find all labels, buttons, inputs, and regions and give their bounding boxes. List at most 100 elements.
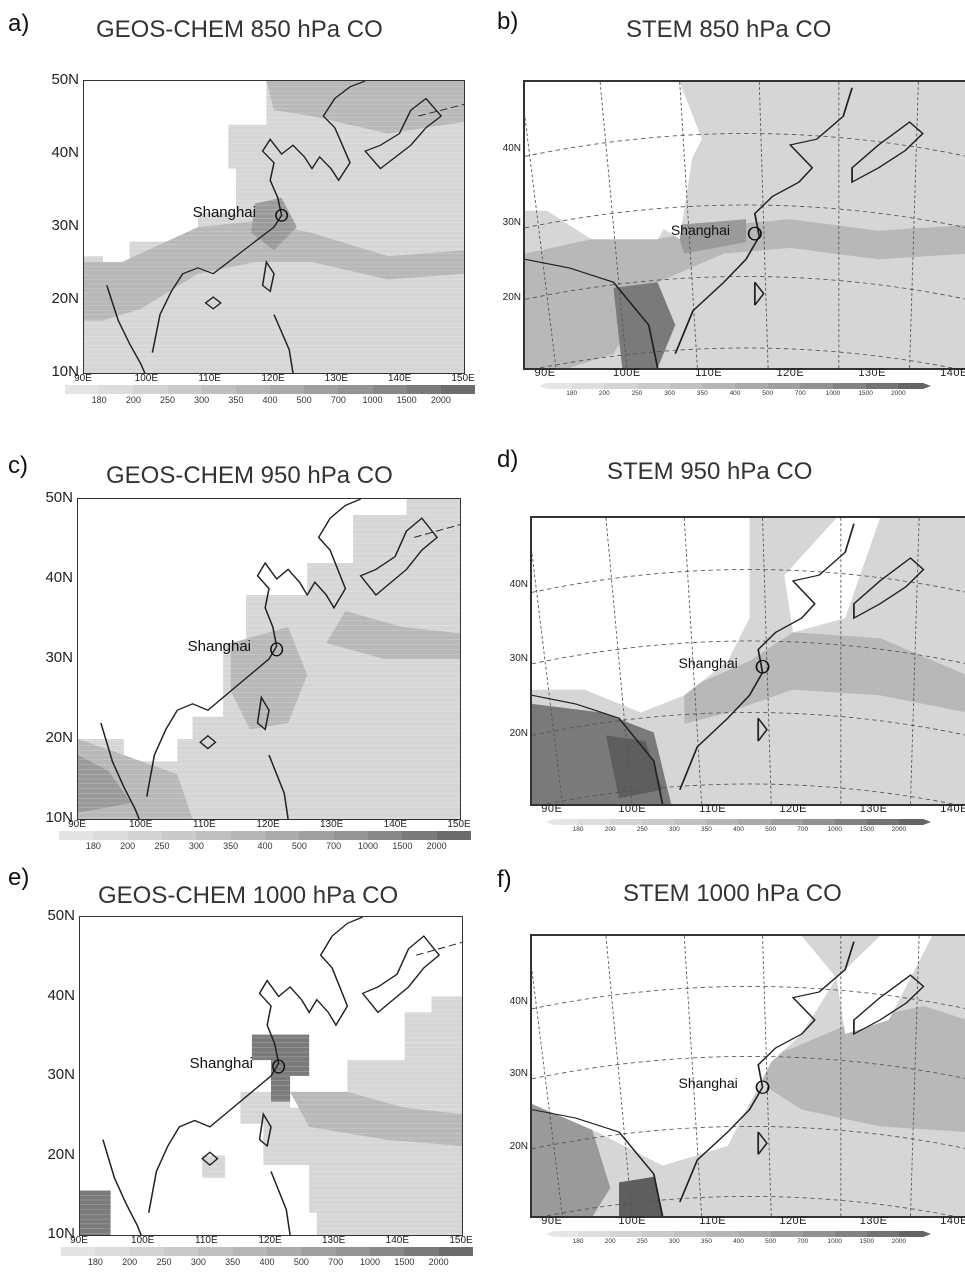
co-concentration-area <box>613 282 676 368</box>
colorbar-swatch <box>232 1247 267 1256</box>
geos-chem-map <box>83 80 465 374</box>
colorbar-swatch <box>866 1231 899 1237</box>
latitude-label: 40N <box>45 569 73 586</box>
coastline <box>258 1111 272 1148</box>
colorbar-swatch <box>834 819 867 825</box>
latitude-gridline <box>532 1056 965 1080</box>
coastline <box>757 717 768 742</box>
longitude-gridline <box>525 114 557 368</box>
latitude-gridline <box>532 1126 965 1150</box>
longitude-label: 130E <box>319 819 344 830</box>
colorbar-label: 350 <box>225 1257 241 1267</box>
colorbar-label: 500 <box>762 390 774 397</box>
colorbar-label: 500 <box>293 1257 309 1267</box>
colorbar-swatch <box>369 1247 405 1256</box>
colorbar-swatch <box>865 383 899 389</box>
co-concentration-area <box>266 81 464 134</box>
coastline <box>256 695 270 731</box>
coastline <box>525 87 853 368</box>
colorbar-swatch <box>436 831 471 840</box>
latitude-gridline <box>532 986 965 1010</box>
latitude-label: 40N <box>51 144 79 161</box>
longitude-gridline <box>532 967 563 1216</box>
colorbar-swatch <box>230 831 265 840</box>
longitude-label: 90E <box>74 373 92 384</box>
colorbar-swatch <box>133 385 168 394</box>
colorbar-swatch <box>604 383 638 389</box>
colorbar-swatch <box>898 383 931 389</box>
longitude-label: 110E <box>699 1215 727 1227</box>
co-concentration-area <box>532 1090 611 1216</box>
longitude-label: 110E <box>699 803 727 815</box>
longitude-gridline <box>762 936 772 1216</box>
latitude-gridline <box>532 640 965 665</box>
colorbar-swatch <box>196 831 231 840</box>
colorbar-swatch <box>866 819 899 825</box>
latitude-label: 40N <box>47 986 75 1004</box>
colorbar-label: 180 <box>566 390 578 397</box>
colorbar-swatch <box>735 383 768 389</box>
colorbar-swatch <box>404 1247 439 1256</box>
colorbar-label: 180 <box>85 841 101 851</box>
coastline <box>851 121 924 184</box>
coastline <box>753 281 765 306</box>
coastline <box>268 754 289 819</box>
longitude-label: 90E <box>68 819 86 830</box>
co-concentration-area <box>78 755 132 813</box>
colorbar-label: 300 <box>664 390 676 397</box>
no-data-area <box>784 518 880 633</box>
longitude-label: 130E <box>324 373 349 384</box>
longitude-label: 120E <box>776 367 805 379</box>
co-concentration-area <box>605 735 663 799</box>
colorbar-label: 180 <box>572 1238 584 1245</box>
colorbar-swatch <box>898 819 931 825</box>
longitude-label: 140E <box>940 1215 965 1227</box>
co-concentration-area <box>525 219 965 368</box>
map-canvas <box>84 81 464 373</box>
colorbar-label: 1500 <box>858 390 873 397</box>
latitude-label: 30N <box>51 217 79 234</box>
shanghai-marker <box>275 208 289 222</box>
colorbar-label: 1000 <box>825 390 841 397</box>
colorbar-label: 500 <box>296 395 312 405</box>
colorbar-label: 500 <box>765 1238 777 1245</box>
stem-map <box>530 934 965 1218</box>
latitude-gridline <box>525 276 965 300</box>
colorbar-label: 1000 <box>827 826 842 833</box>
city-label-shanghai: Shanghai <box>678 654 738 671</box>
coastline <box>204 296 222 310</box>
panel-letter: f) <box>497 866 512 893</box>
colorbar-swatch <box>61 1247 96 1256</box>
longitude-label: 130E <box>859 803 888 815</box>
colorbar-label: 250 <box>159 395 176 405</box>
colorbar-label: 400 <box>733 826 744 833</box>
colorbar-swatch <box>406 385 441 394</box>
latitude-label: 20N <box>47 1145 75 1163</box>
colorbar-swatch <box>235 385 271 394</box>
colorbar-label: 1000 <box>359 1257 381 1267</box>
colorbar-swatch <box>578 1231 611 1237</box>
colorbar-label: 2000 <box>891 826 907 833</box>
city-label-shanghai: Shanghai <box>670 221 730 238</box>
panel-letter: c) <box>8 452 28 479</box>
colorbar-label: 350 <box>228 395 244 405</box>
panel-letter: d) <box>497 446 519 473</box>
colorbar-swatch <box>802 819 835 825</box>
co-concentration-area <box>684 632 965 724</box>
colorbar-swatch <box>127 831 162 840</box>
colorbar-swatch <box>539 383 572 389</box>
latitude-gridline <box>537 347 955 368</box>
colorbar-swatch <box>571 383 605 389</box>
co-concentration-area <box>84 221 464 321</box>
colorbar-swatch <box>335 1247 370 1256</box>
longitude-label: 120E <box>779 1215 808 1227</box>
longitude-gridline <box>910 936 920 1216</box>
longitude-label: 140E <box>387 373 412 384</box>
latitude-label: 10N <box>51 363 79 380</box>
longitude-label: 130E <box>858 367 887 379</box>
city-label-shanghai: Shanghai <box>187 638 252 656</box>
colorbar-label: 200 <box>125 395 141 405</box>
latitude-label: 20N <box>509 1141 528 1153</box>
map-canvas <box>532 936 965 1216</box>
colorbar-label: 200 <box>604 1238 616 1245</box>
